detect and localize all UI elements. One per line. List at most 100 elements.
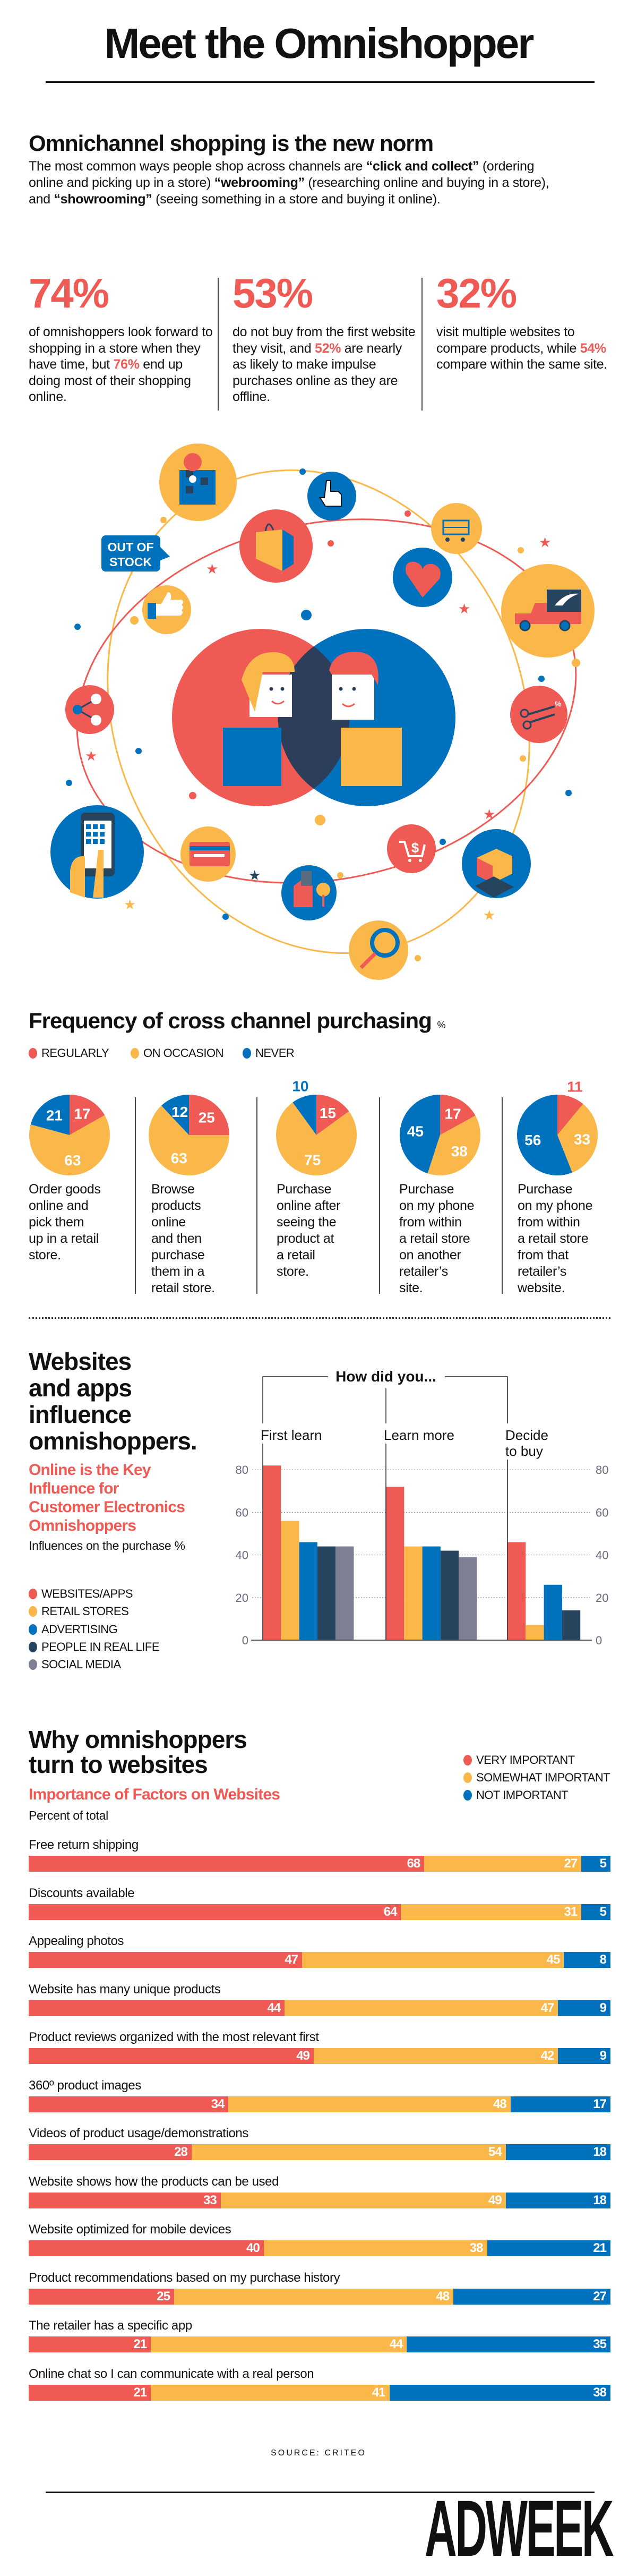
legend-item: NOT IMPORTANT <box>463 1788 569 1802</box>
segment-value: 33 <box>203 2193 217 2207</box>
legend-label: VERY IMPORTANT <box>476 1753 575 1767</box>
legend-dot <box>29 1589 37 1599</box>
websites-note: Percent of total <box>29 1809 108 1822</box>
y-tick-label-left: 80 <box>236 1463 248 1477</box>
y-tick-label-right: 60 <box>596 1506 608 1519</box>
pie-chart: 11 33 56 <box>517 1078 598 1175</box>
segment-value: 18 <box>593 2193 607 2207</box>
y-tick-label-left: 40 <box>236 1549 248 1562</box>
pie-slice-regularly <box>316 1095 349 1135</box>
pie-slice-regularly <box>189 1095 229 1135</box>
bar-segment-not-important: 21 <box>487 2240 610 2256</box>
pie-slice-label: 12 <box>171 1104 188 1120</box>
bar-segment-very-important: 64 <box>29 1904 401 1920</box>
segment-value: 21 <box>133 2385 147 2400</box>
segment-value: 41 <box>372 2385 386 2400</box>
term-highlight: “click and collect” <box>366 159 479 174</box>
bar-segment-very-important: 49 <box>29 2048 314 2064</box>
legend-label: RETAIL STORES <box>41 1605 129 1618</box>
bar-segment-not-important: 9 <box>558 2048 610 2064</box>
thumbs-up-icon <box>142 585 191 634</box>
stat-text-part: are nearly as likely to make impulse pur… <box>233 340 402 405</box>
category-label: to buy <box>505 1443 543 1459</box>
pie-slice-on-occasion <box>149 1105 229 1175</box>
bar-segment-somewhat-important: 47 <box>285 2000 558 2016</box>
bar-segment-somewhat-important: 45 <box>302 1952 564 1968</box>
footer-divider <box>46 2492 595 2493</box>
pie-chart: 15 75 10 <box>276 1078 357 1176</box>
stacked-bar: 68 27 5 <box>29 1856 610 1872</box>
stacked-bar: 33 49 18 <box>29 2192 610 2208</box>
bar-retail-stores <box>526 1625 544 1640</box>
legend-label: SOCIAL MEDIA <box>41 1658 121 1671</box>
segment-value: 5 <box>599 1904 607 1919</box>
stat-text: visit multiple websites to compare produ… <box>436 324 622 373</box>
section-divider <box>29 1317 610 1319</box>
stacked-bar: 34 48 17 <box>29 2096 610 2112</box>
bar-advertising <box>544 1584 562 1640</box>
legend-dot <box>243 1048 251 1059</box>
pie-slice-regularly <box>70 1095 105 1135</box>
group-bracket <box>262 1376 328 1423</box>
frequency-heading: Frequency of cross channel purchasing % <box>29 1008 446 1034</box>
legend-label: NEVER <box>255 1046 295 1060</box>
legend-item: SOCIAL MEDIA <box>29 1658 121 1671</box>
bar-advertising <box>422 1546 441 1640</box>
bar-segment-not-important: 18 <box>505 2144 610 2160</box>
bar-segment-very-important: 44 <box>29 2000 285 2016</box>
bar-segment-somewhat-important: 41 <box>151 2384 390 2401</box>
row-label: 360º product images <box>29 2078 141 2093</box>
stat-block-3: 32% visit multiple websites to compare p… <box>436 272 622 373</box>
svg-text:$: $ <box>411 840 419 856</box>
omnishopper-illustration: OUT OF STOCK % $ ★ ★ ★ ★ ★ ★ ★ ★ <box>50 443 595 980</box>
stat-text-part: visit multiple websites to compare produ… <box>436 325 580 356</box>
segment-value: 47 <box>540 2000 555 2015</box>
bar-advertising <box>299 1542 317 1640</box>
svg-text:★: ★ <box>483 806 495 822</box>
row-label: Product reviews organized with the most … <box>29 2030 319 2044</box>
pie-divider <box>256 1097 257 1294</box>
title-divider <box>46 81 595 83</box>
bar-people-in-real-life <box>440 1550 459 1640</box>
segment-value: 44 <box>389 2337 403 2351</box>
segment-value: 31 <box>564 1904 578 1919</box>
stacked-bar: 44 47 9 <box>29 2000 610 2016</box>
intro-heading: Omnichannel shopping is the new norm <box>29 131 434 156</box>
stat-number: 74% <box>29 270 109 317</box>
pie-slice-never <box>30 1095 70 1135</box>
credit-card-icon <box>180 826 236 882</box>
segment-value: 17 <box>593 2096 607 2111</box>
out-of-stock-bubble: OUT OF STOCK <box>101 535 170 572</box>
bar-websites-apps <box>507 1542 526 1640</box>
pie-caption: Browse products online and then purchase… <box>151 1182 215 1295</box>
influence-heading: Websites and apps influence omnishoppers… <box>29 1347 197 1455</box>
svg-text:★: ★ <box>248 867 261 883</box>
category-label: First learn <box>261 1427 322 1443</box>
stat-block-2: 53% do not buy from the first website th… <box>233 272 418 405</box>
stacked-bar: 49 42 9 <box>29 2048 610 2064</box>
legend-label: ADVERTISING <box>41 1622 118 1636</box>
legend-dot <box>463 1772 472 1783</box>
bar-segment-somewhat-important: 49 <box>220 2192 506 2208</box>
bar-segment-somewhat-important: 42 <box>314 2048 558 2064</box>
svg-text:%: % <box>555 700 562 708</box>
stacked-bar: 47 45 8 <box>29 1952 610 1968</box>
pie-caption: Purchase on my phone from within a retai… <box>399 1182 475 1295</box>
bar-segment-very-important: 47 <box>29 1952 303 1968</box>
bar-segment-somewhat-important: 48 <box>228 2096 511 2112</box>
pie-slice-label: 11 <box>567 1078 583 1095</box>
pie-slice-label: 56 <box>524 1132 541 1148</box>
y-tick-label-left: 60 <box>236 1506 248 1519</box>
bar-retail-stores <box>281 1521 299 1640</box>
bar-people-in-real-life <box>562 1610 581 1640</box>
pie-slice-label: 75 <box>304 1152 321 1168</box>
magnifier-icon <box>349 920 408 980</box>
pie-slice-regularly <box>440 1095 476 1135</box>
pie-slice-label: 38 <box>451 1143 468 1159</box>
legend-dot <box>463 1790 472 1801</box>
bar-segment-very-important: 34 <box>29 2096 229 2112</box>
influence-note: Influences on the purchase % <box>29 1539 185 1553</box>
row-label: Website shows how the products can be us… <box>29 2174 279 2189</box>
bar-segment-somewhat-important: 31 <box>401 1904 582 1920</box>
bubble-text: OUT OF <box>108 540 154 554</box>
